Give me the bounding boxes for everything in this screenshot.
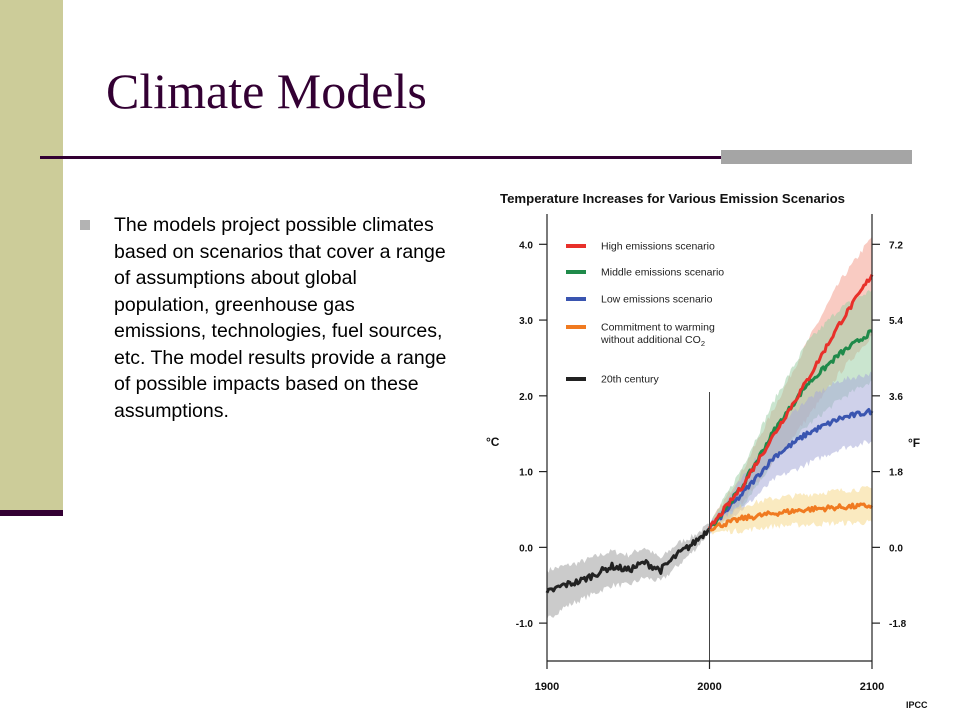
ipcc-credit: IPCC xyxy=(906,700,928,710)
y-tick-label-left: -1.0 xyxy=(516,619,534,630)
bullet-text: The models project possible climates bas… xyxy=(114,214,447,422)
y-tick-label-left: 3.0 xyxy=(519,316,533,327)
chart-svg: Temperature Increases for Various Emissi… xyxy=(472,176,942,720)
band-2 xyxy=(709,371,872,534)
x-tick-label: 2000 xyxy=(697,681,721,693)
y-tick-label-right: 1.8 xyxy=(889,468,903,479)
slide-title: Climate Models xyxy=(106,63,427,119)
series-line-2 xyxy=(708,408,874,530)
y-axis-label-fahrenheit: °F xyxy=(908,436,920,450)
y-tick-label-right: 5.4 xyxy=(889,316,903,327)
y-tick-label-right: -1.8 xyxy=(889,619,907,630)
legend-label-line2: without additional CO2 xyxy=(600,334,705,348)
series-line-0 xyxy=(708,273,874,529)
title-rule-accent-block xyxy=(721,150,912,164)
y-tick-label-left: 2.0 xyxy=(519,392,533,403)
left-sidebar-band xyxy=(0,0,63,510)
y-tick-label-left: 4.0 xyxy=(519,240,533,251)
legend-label-line1: Commitment to warming xyxy=(601,322,715,334)
x-tick-label: 1900 xyxy=(535,681,559,693)
legend-label: Middle emissions scenario xyxy=(601,267,724,279)
band-4 xyxy=(547,523,710,620)
y-tick-label-right: 3.6 xyxy=(889,392,903,403)
series-line-3 xyxy=(708,502,874,532)
x-tick-label: 2100 xyxy=(860,681,884,693)
bullet-list: The models project possible climates bas… xyxy=(80,212,452,424)
legend-label: High emissions scenario xyxy=(601,241,715,253)
y-tick-label-left: 0.0 xyxy=(519,543,533,554)
y-tick-label-left: 1.0 xyxy=(519,468,533,479)
legend-label: 20th century xyxy=(601,374,660,386)
sidebar-accent-bar xyxy=(0,510,63,516)
title-underline xyxy=(40,156,912,159)
temperature-chart: Temperature Increases for Various Emissi… xyxy=(472,176,942,720)
chart-title: Temperature Increases for Various Emissi… xyxy=(500,191,845,206)
bullet-marker xyxy=(80,220,90,230)
legend-label: Low emissions scenario xyxy=(601,294,713,306)
y-axis-label-celsius: °C xyxy=(486,435,500,449)
y-tick-label-right: 7.2 xyxy=(889,240,903,251)
series-line-4 xyxy=(545,527,711,594)
y-tick-label-right: 0.0 xyxy=(889,543,903,554)
